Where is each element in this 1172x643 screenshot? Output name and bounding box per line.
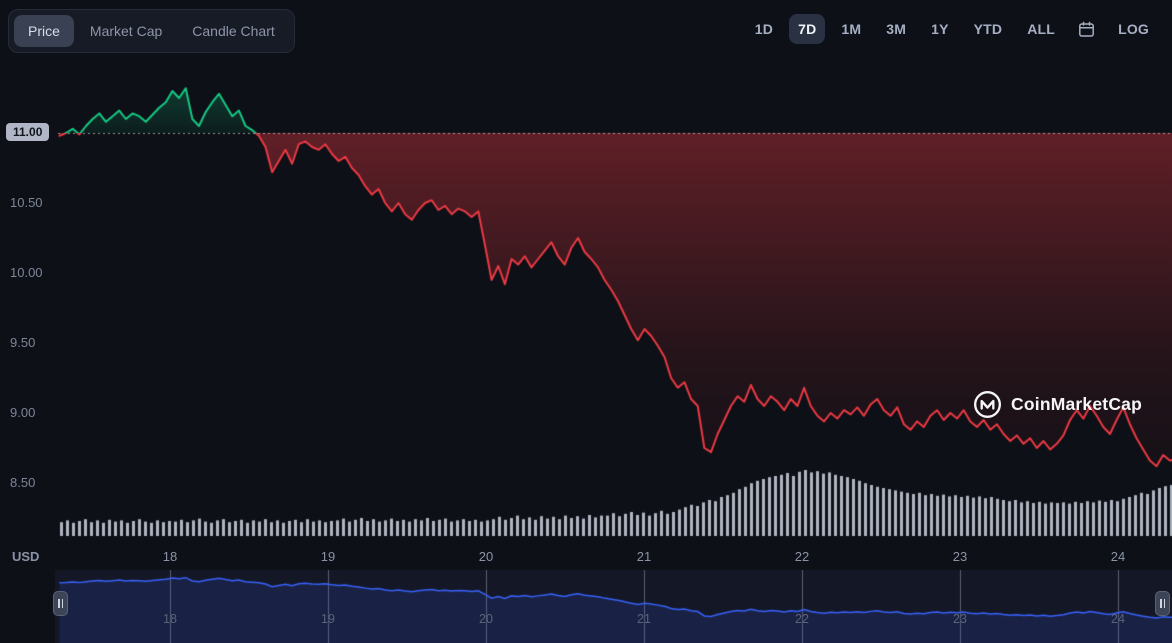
range-1m[interactable]: 1M xyxy=(832,14,870,44)
handle-grip-icon xyxy=(1160,599,1162,608)
tab-market-cap[interactable]: Market Cap xyxy=(76,15,176,47)
range-7d[interactable]: 7D xyxy=(789,14,826,44)
calendar-icon xyxy=(1079,21,1095,37)
usd-axis-label: USD xyxy=(12,549,40,564)
handle-grip-icon xyxy=(58,599,60,608)
range-1d[interactable]: 1D xyxy=(746,14,782,44)
range-ytd[interactable]: YTD xyxy=(965,14,1012,44)
handle-grip-icon xyxy=(61,599,63,608)
range-1y[interactable]: 1Y xyxy=(922,14,958,44)
handle-grip-icon xyxy=(1163,599,1165,608)
range-selector: 1D 7D 1M 3M 1Y YTD ALL LOG xyxy=(746,14,1158,44)
range-all[interactable]: ALL xyxy=(1018,14,1064,44)
watermark-brand-text: CoinMarketCap xyxy=(1011,394,1142,414)
chart-type-toggle: Price Market Cap Candle Chart xyxy=(8,9,295,53)
tab-price[interactable]: Price xyxy=(14,15,74,47)
navigator-right-handle[interactable] xyxy=(1155,591,1170,616)
navigator-left-handle[interactable] xyxy=(53,591,68,616)
range-3m[interactable]: 3M xyxy=(877,14,915,44)
watermark: CoinMarketCap xyxy=(973,390,1142,419)
log-scale-button[interactable]: LOG xyxy=(1109,14,1158,44)
coinmarketcap-logo-icon xyxy=(974,390,1002,419)
calendar-button[interactable] xyxy=(1071,16,1102,43)
tab-candle-chart[interactable]: Candle Chart xyxy=(178,15,289,47)
